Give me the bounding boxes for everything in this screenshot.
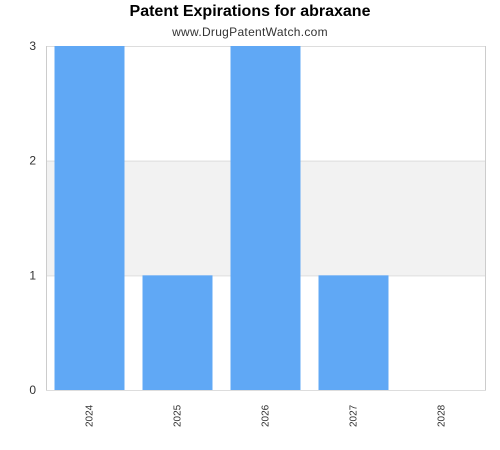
chart-title: Patent Expirations for abraxane <box>129 3 371 20</box>
bar-2027 <box>318 275 389 390</box>
chart-subtitle: www.DrugPatentWatch.com <box>172 25 328 39</box>
y-tick-label-1: 1 <box>29 268 36 282</box>
y-tick-label-0: 0 <box>29 383 36 397</box>
y-tick-label-2: 2 <box>29 154 36 168</box>
x-tick-label-2025: 2025 <box>173 404 184 427</box>
x-tick-label-2028: 2028 <box>437 404 448 427</box>
x-tick-label-2024: 2024 <box>85 404 96 427</box>
bar-2025 <box>142 275 213 390</box>
bar-2026 <box>230 46 301 390</box>
x-tick-label-2027: 2027 <box>349 404 360 427</box>
x-tick-label-2026: 2026 <box>261 404 272 427</box>
y-tick-label-3: 3 <box>29 39 36 53</box>
bar-2024 <box>54 46 125 390</box>
